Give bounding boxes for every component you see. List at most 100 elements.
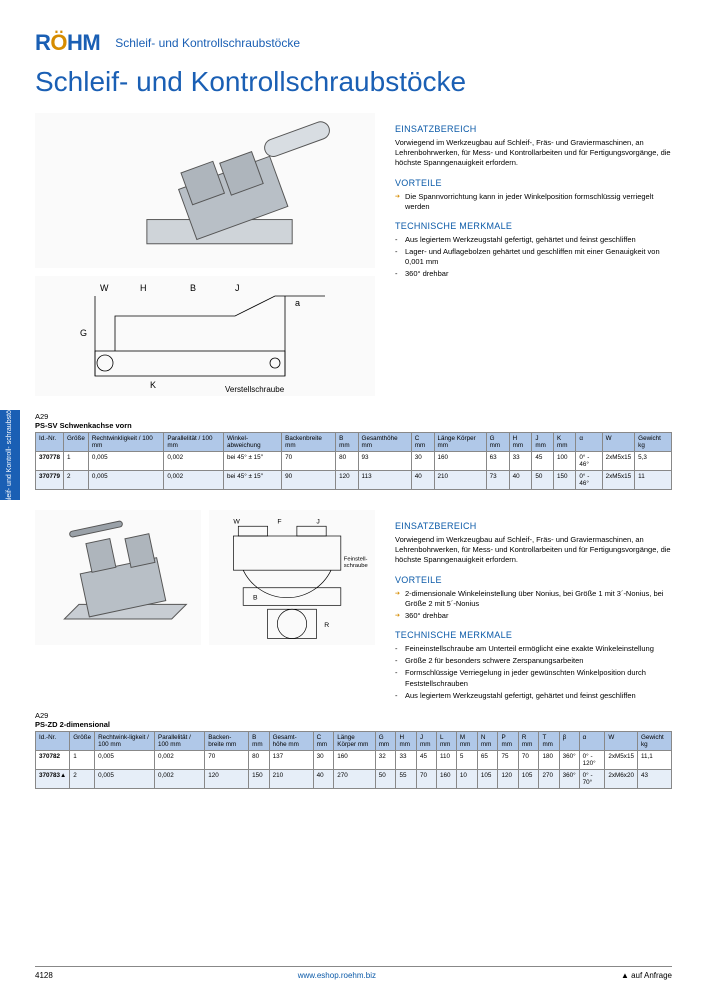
table-cell: 93 bbox=[358, 452, 411, 471]
table-cell: 1 bbox=[70, 750, 95, 769]
table-cell: 45 bbox=[532, 452, 554, 471]
table-cell: 70 bbox=[417, 769, 437, 788]
table-header-cell: C mm bbox=[411, 433, 434, 452]
table-cell: 70 bbox=[518, 750, 539, 769]
table-header-cell: Gesamthöhe mm bbox=[358, 433, 411, 452]
table-cell: 50 bbox=[532, 471, 554, 490]
section-head-tech-2: TECHNISCHE MERKMALE bbox=[395, 629, 672, 641]
product-photo-1 bbox=[35, 113, 375, 268]
side-tab: Schleif- und Kontroll- schraubstöcke bbox=[0, 410, 20, 500]
list-item: Aus legiertem Werkzeugstahl gefertigt, g… bbox=[405, 235, 672, 245]
table-cell: 2 bbox=[70, 769, 95, 788]
table-header-cell: W bbox=[605, 731, 638, 750]
table-header-cell: J mm bbox=[532, 433, 554, 452]
table-header-cell: Gewicht kg bbox=[635, 433, 672, 452]
table-cell: 0° - 120° bbox=[579, 750, 605, 769]
table-cell: 2xM5x15 bbox=[605, 750, 638, 769]
table-cell: 50 bbox=[375, 769, 396, 788]
footer-note: ▲ auf Anfrage bbox=[621, 971, 672, 980]
table-cell: 0,002 bbox=[164, 452, 224, 471]
table-cell: 270 bbox=[539, 769, 559, 788]
table-cell: 0,002 bbox=[164, 471, 224, 490]
table-row: 37077920,0050,002bei 45° ± 15″9012011340… bbox=[36, 471, 672, 490]
table-header-cell: P mm bbox=[498, 731, 518, 750]
table-cell: 160 bbox=[434, 452, 486, 471]
list-item: 360° drehbar bbox=[405, 611, 672, 621]
table-cell: 360° bbox=[559, 750, 579, 769]
section-head-einsatz-2: EINSATZBEREICH bbox=[395, 520, 672, 532]
svg-text:K: K bbox=[150, 380, 156, 390]
table-header-cell: K mm bbox=[553, 433, 575, 452]
table-cell: 2xM6x20 bbox=[605, 769, 638, 788]
table-cell: 10 bbox=[456, 769, 477, 788]
list-item: Lager- und Auflagebolzen gehärtet und ge… bbox=[405, 247, 672, 267]
svg-text:B: B bbox=[253, 594, 258, 601]
table-cell: 80 bbox=[249, 750, 269, 769]
table-cell: 160 bbox=[334, 750, 375, 769]
product-block-1: W H B J a G K Verstellschraube EINSATZBE… bbox=[35, 113, 672, 490]
table-header-cell: Winkel-abweichung bbox=[224, 433, 282, 452]
svg-text:R: R bbox=[324, 622, 329, 629]
table-header-cell: Rechtwink-ligkeit / 100 mm bbox=[95, 731, 155, 750]
table-header-cell: Länge Körper mm bbox=[434, 433, 486, 452]
logo: RÖHM bbox=[35, 30, 100, 56]
table-cell: 120 bbox=[336, 471, 358, 490]
list-item: Formschlüssige Verriegelung in jeder gew… bbox=[405, 668, 672, 688]
table-cell: 2 bbox=[64, 471, 89, 490]
table-cell: 5 bbox=[456, 750, 477, 769]
table-header-cell: Gesamt-höhe mm bbox=[269, 731, 313, 750]
svg-text:W: W bbox=[100, 283, 109, 293]
table-cell: 113 bbox=[358, 471, 411, 490]
table-cell: 90 bbox=[282, 471, 336, 490]
table-header-cell: α bbox=[576, 433, 602, 452]
footer-link[interactable]: www.eshop.roehm.biz bbox=[298, 971, 376, 980]
list-item: Die Spannvorrichtung kann in jeder Winke… bbox=[405, 192, 672, 212]
section-head-vorteile-1: VORTEILE bbox=[395, 177, 672, 189]
table-header-cell: B mm bbox=[249, 731, 269, 750]
table-header-cell: J mm bbox=[417, 731, 437, 750]
spec-table-1: Id.-Nr.GrößeRechtwinkligkeit / 100 mmPar… bbox=[35, 432, 672, 490]
table-cell: 5,3 bbox=[635, 452, 672, 471]
page-footer: 4128 www.eshop.roehm.biz ▲ auf Anfrage bbox=[35, 966, 672, 980]
table-cell: 70 bbox=[205, 750, 249, 769]
table-header-cell: Parallelität / 100 mm bbox=[164, 433, 224, 452]
table-header-cell: C mm bbox=[313, 731, 334, 750]
svg-text:Verstellschraube: Verstellschraube bbox=[225, 385, 285, 394]
page-number: 4128 bbox=[35, 971, 53, 980]
table-header-cell: Länge Körper mm bbox=[334, 731, 375, 750]
einsatz-text-2: Vorwiegend im Werkzeugbau auf Schleif-, … bbox=[395, 535, 672, 565]
table-header-cell: T mm bbox=[539, 731, 559, 750]
table-header-cell: M mm bbox=[456, 731, 477, 750]
section-head-tech-1: TECHNISCHE MERKMALE bbox=[395, 220, 672, 232]
table-header-cell: H mm bbox=[509, 433, 532, 452]
table-cell: 120 bbox=[498, 769, 518, 788]
table-cell: 65 bbox=[477, 750, 498, 769]
table-cell: 137 bbox=[269, 750, 313, 769]
table-header-cell: G mm bbox=[375, 731, 396, 750]
table-header-cell: Backenbreite mm bbox=[282, 433, 336, 452]
table-cell: 160 bbox=[436, 769, 456, 788]
table-cell: 0° - 46° bbox=[576, 452, 602, 471]
table-cell: 150 bbox=[249, 769, 269, 788]
svg-text:J: J bbox=[235, 283, 240, 293]
table-cell: 0,005 bbox=[95, 750, 155, 769]
svg-text:B: B bbox=[190, 283, 196, 293]
section-head-vorteile-2: VORTEILE bbox=[395, 574, 672, 586]
svg-text:J: J bbox=[316, 518, 319, 525]
table-cell: 0,005 bbox=[95, 769, 155, 788]
table-cell: 270 bbox=[334, 769, 375, 788]
svg-text:W: W bbox=[233, 518, 240, 525]
page-header: RÖHM Schleif- und Kontrollschraubstöcke bbox=[35, 30, 672, 56]
table-cell: 75 bbox=[498, 750, 518, 769]
table-header-cell: Id.-Nr. bbox=[36, 731, 70, 750]
svg-text:a: a bbox=[295, 298, 300, 308]
table-cell: 2xM5x15 bbox=[602, 452, 635, 471]
table-header-cell: L mm bbox=[436, 731, 456, 750]
table-cell: 32 bbox=[375, 750, 396, 769]
table-header-cell: Rechtwinkligkeit / 100 mm bbox=[88, 433, 163, 452]
page-title: Schleif- und Kontrollschraubstöcke bbox=[35, 66, 672, 98]
table-cell: 370783▲ bbox=[36, 769, 70, 788]
table-cell: 370778 bbox=[36, 452, 64, 471]
table-label-2: A29 PS-ZD 2-dimensional bbox=[35, 711, 672, 729]
table-cell: 0,005 bbox=[88, 452, 163, 471]
